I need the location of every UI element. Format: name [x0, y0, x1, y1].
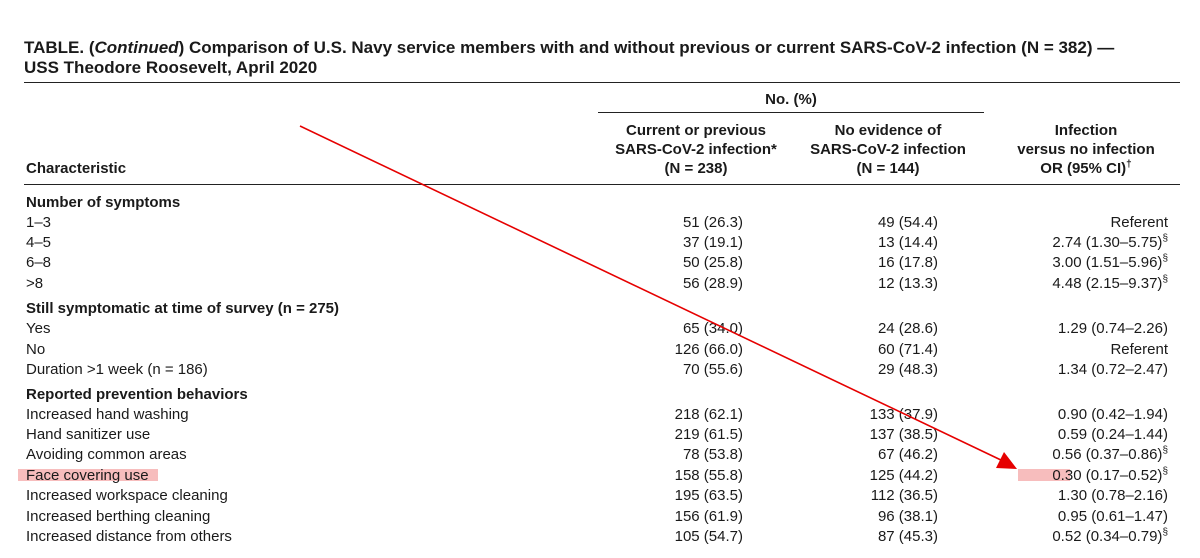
table-row: 1–3 51 (26.3) 49 (54.4) Referent [26, 214, 1168, 231]
title-continued: Continued [94, 38, 179, 57]
table-row: Increased workspace cleaning 195 (63.5) … [26, 487, 1168, 504]
arrow-shaft [299, 125, 1004, 462]
table-row: Duration >1 week (n = 186) 70 (55.6) 29 … [26, 361, 1168, 378]
table-row: Avoiding common areas 78 (53.8) 67 (46.2… [26, 445, 1168, 464]
table-title: TABLE. (Continued) Comparison of U.S. Na… [24, 38, 1184, 78]
title-prefix: TABLE. ( [24, 38, 95, 57]
characteristic-header: Characteristic [26, 160, 127, 177]
group-rule [598, 112, 984, 113]
table-row: Increased distance from others 105 (54.7… [26, 527, 1168, 546]
table-row: Number of symptoms [26, 194, 181, 211]
table-row: Increased berthing cleaning 156 (61.9) 9… [26, 508, 1168, 525]
group-header: No. (%) [765, 91, 817, 108]
table-row: 4–5 37 (19.1) 13 (14.4) 2.74 (1.30–5.75)… [26, 233, 1168, 252]
table-row: Reported prevention behaviors [26, 386, 248, 403]
table-row: >8 56 (28.9) 12 (13.3) 4.48 (2.15–9.37)§ [26, 274, 1168, 293]
col3-header: Infection versus no infection OR (95% CI… [1017, 122, 1155, 177]
table-row: No 126 (66.0) 60 (71.4) Referent [26, 341, 1168, 358]
col1-header: Current or previous SARS-CoV-2 infection… [615, 122, 777, 177]
table-row: 6–8 50 (25.8) 16 (17.8) 3.00 (1.51–5.96)… [26, 253, 1168, 272]
col2-header: No evidence of SARS-CoV-2 infection (N =… [810, 122, 966, 177]
face-covering-or-highlight [1018, 469, 1070, 481]
table-row: Hand sanitizer use 219 (61.5) 137 (38.5)… [26, 426, 1168, 443]
arrow-head [996, 452, 1017, 469]
face-covering-label-highlight [18, 469, 158, 481]
header-rule [24, 184, 1180, 185]
table-row: Yes 65 (34.0) 24 (28.6) 1.29 (0.74–2.26) [26, 320, 1168, 337]
title-line2: USS Theodore Roosevelt, April 2020 [24, 58, 318, 77]
top-rule [24, 82, 1180, 83]
table-row: Still symptomatic at time of survey (n =… [26, 300, 340, 317]
title-rest: ) Comparison of U.S. Navy service member… [178, 38, 1115, 57]
table-row-face-covering: Face covering use 158 (55.8) 125 (44.2) … [26, 466, 1168, 485]
